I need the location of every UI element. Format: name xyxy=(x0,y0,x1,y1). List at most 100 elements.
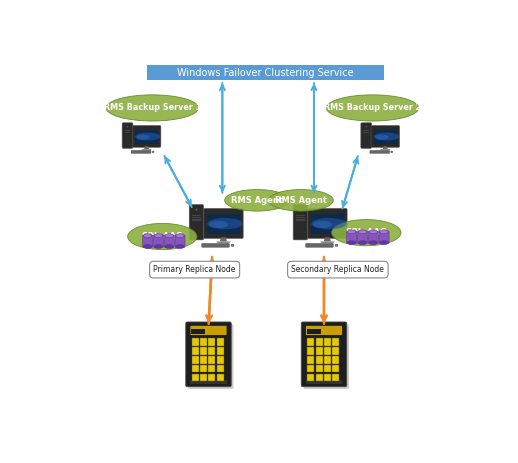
FancyBboxPatch shape xyxy=(208,347,215,355)
Ellipse shape xyxy=(152,151,154,153)
Ellipse shape xyxy=(369,230,378,234)
FancyBboxPatch shape xyxy=(192,219,200,220)
FancyBboxPatch shape xyxy=(301,322,347,387)
FancyBboxPatch shape xyxy=(374,130,397,144)
Ellipse shape xyxy=(195,209,197,211)
FancyBboxPatch shape xyxy=(324,374,331,382)
FancyBboxPatch shape xyxy=(191,326,226,335)
Text: SQL-AAG: SQL-AAG xyxy=(346,228,387,237)
Ellipse shape xyxy=(165,234,174,238)
FancyBboxPatch shape xyxy=(147,65,384,80)
FancyBboxPatch shape xyxy=(164,235,174,247)
Polygon shape xyxy=(383,146,388,149)
FancyBboxPatch shape xyxy=(208,338,215,346)
FancyBboxPatch shape xyxy=(371,125,399,147)
FancyBboxPatch shape xyxy=(192,374,199,382)
FancyBboxPatch shape xyxy=(324,356,331,363)
FancyBboxPatch shape xyxy=(217,338,224,346)
Ellipse shape xyxy=(207,218,243,229)
Text: SQL-AAG: SQL-AAG xyxy=(141,232,183,241)
FancyBboxPatch shape xyxy=(324,347,331,355)
Ellipse shape xyxy=(391,151,393,153)
FancyBboxPatch shape xyxy=(192,217,200,218)
FancyBboxPatch shape xyxy=(361,123,371,148)
FancyBboxPatch shape xyxy=(122,123,133,148)
FancyBboxPatch shape xyxy=(200,338,207,346)
FancyBboxPatch shape xyxy=(315,365,323,373)
FancyBboxPatch shape xyxy=(208,374,215,382)
FancyBboxPatch shape xyxy=(124,132,131,133)
Ellipse shape xyxy=(299,209,301,211)
Ellipse shape xyxy=(209,221,228,228)
FancyBboxPatch shape xyxy=(357,231,367,244)
FancyBboxPatch shape xyxy=(207,214,240,234)
FancyBboxPatch shape xyxy=(315,356,323,363)
FancyBboxPatch shape xyxy=(315,338,323,346)
FancyBboxPatch shape xyxy=(153,235,164,247)
FancyBboxPatch shape xyxy=(296,219,305,220)
FancyBboxPatch shape xyxy=(188,324,234,389)
FancyBboxPatch shape xyxy=(296,214,305,216)
FancyBboxPatch shape xyxy=(363,132,369,133)
Text: RMS Agent: RMS Agent xyxy=(275,196,327,205)
FancyBboxPatch shape xyxy=(132,125,161,147)
Polygon shape xyxy=(320,241,335,243)
FancyBboxPatch shape xyxy=(332,365,339,373)
FancyBboxPatch shape xyxy=(135,130,158,144)
Ellipse shape xyxy=(154,244,163,249)
FancyBboxPatch shape xyxy=(306,380,342,383)
Ellipse shape xyxy=(127,224,197,250)
FancyBboxPatch shape xyxy=(192,347,199,355)
FancyBboxPatch shape xyxy=(368,231,378,244)
FancyBboxPatch shape xyxy=(131,150,151,153)
Polygon shape xyxy=(380,149,391,150)
Ellipse shape xyxy=(326,95,419,121)
FancyBboxPatch shape xyxy=(332,356,339,363)
FancyBboxPatch shape xyxy=(192,356,199,363)
Ellipse shape xyxy=(369,241,378,244)
FancyBboxPatch shape xyxy=(293,205,308,240)
Ellipse shape xyxy=(225,189,290,211)
Ellipse shape xyxy=(143,234,152,238)
FancyBboxPatch shape xyxy=(307,374,314,382)
FancyBboxPatch shape xyxy=(200,347,207,355)
FancyBboxPatch shape xyxy=(332,347,339,355)
Ellipse shape xyxy=(268,189,333,211)
FancyBboxPatch shape xyxy=(192,365,199,373)
Polygon shape xyxy=(216,241,231,243)
FancyBboxPatch shape xyxy=(307,329,321,333)
FancyBboxPatch shape xyxy=(200,365,207,373)
Text: Primary Replica Node: Primary Replica Node xyxy=(153,265,236,274)
Ellipse shape xyxy=(358,241,367,244)
FancyBboxPatch shape xyxy=(204,208,243,238)
Ellipse shape xyxy=(165,244,174,249)
FancyBboxPatch shape xyxy=(217,374,224,382)
Ellipse shape xyxy=(380,230,388,234)
Ellipse shape xyxy=(176,234,184,238)
Ellipse shape xyxy=(332,219,401,246)
FancyBboxPatch shape xyxy=(208,365,215,373)
Ellipse shape xyxy=(154,234,163,238)
Ellipse shape xyxy=(127,126,128,127)
FancyBboxPatch shape xyxy=(363,133,369,134)
Ellipse shape xyxy=(374,132,399,140)
FancyBboxPatch shape xyxy=(363,130,369,131)
Ellipse shape xyxy=(313,221,332,228)
FancyBboxPatch shape xyxy=(217,365,224,373)
Ellipse shape xyxy=(348,230,356,234)
FancyBboxPatch shape xyxy=(175,235,185,247)
FancyBboxPatch shape xyxy=(306,326,342,335)
FancyBboxPatch shape xyxy=(192,214,200,216)
FancyBboxPatch shape xyxy=(217,347,224,355)
FancyBboxPatch shape xyxy=(307,356,314,363)
Ellipse shape xyxy=(375,135,388,140)
FancyBboxPatch shape xyxy=(200,356,207,363)
FancyBboxPatch shape xyxy=(347,231,357,244)
Ellipse shape xyxy=(366,126,367,127)
FancyBboxPatch shape xyxy=(189,205,204,240)
Ellipse shape xyxy=(143,244,152,249)
FancyBboxPatch shape xyxy=(379,231,389,244)
FancyBboxPatch shape xyxy=(124,133,131,134)
Text: Secondary Replica Node: Secondary Replica Node xyxy=(292,265,384,274)
Ellipse shape xyxy=(176,244,184,249)
